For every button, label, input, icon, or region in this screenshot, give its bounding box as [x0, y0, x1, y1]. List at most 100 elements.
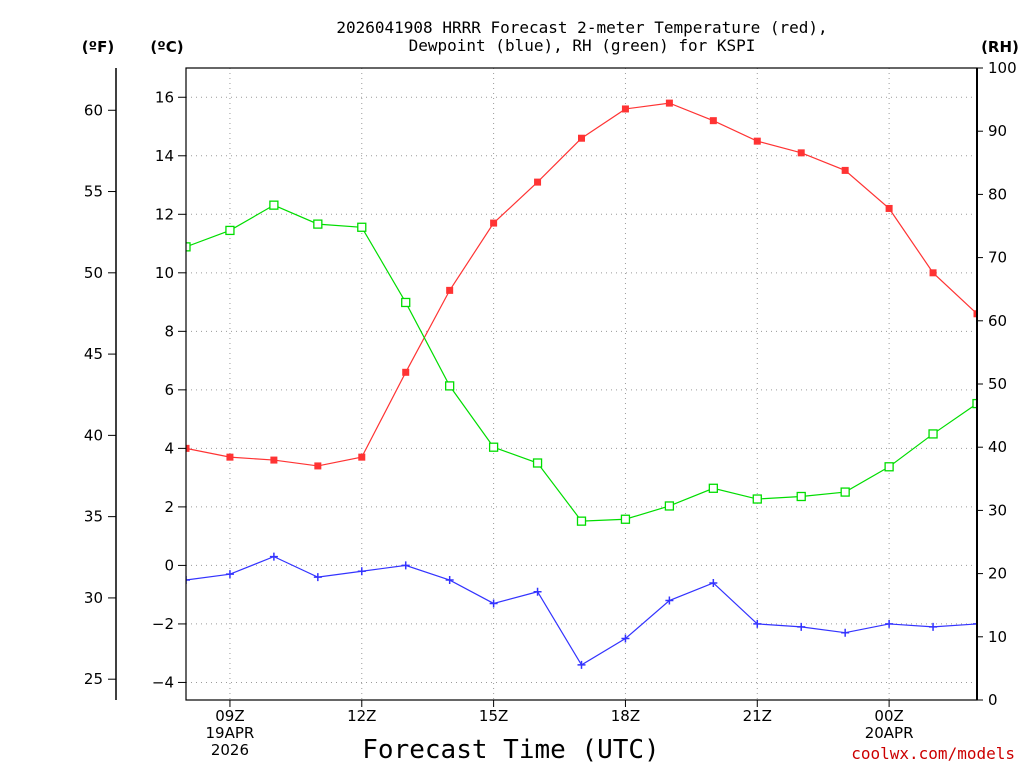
dewpoint-point [973, 619, 977, 628]
rh-point [708, 483, 718, 493]
temperature-point [186, 444, 190, 452]
dewpoint-point [313, 573, 322, 582]
temperature-point [885, 204, 893, 212]
temperature-point [753, 137, 761, 145]
celsius-tick-label: −4 [152, 673, 174, 691]
temperature-point [578, 134, 585, 142]
temperature-point [270, 456, 278, 464]
rh-point [269, 200, 279, 210]
rh-tick-label: 100 [988, 59, 1017, 77]
fahrenheit-axis-header: (ºF) [82, 38, 114, 56]
rh-tick-label: 10 [988, 628, 1007, 646]
fahrenheit-tick-label: 50 [84, 264, 103, 282]
rh-tick-label: 50 [988, 375, 1007, 393]
temperature-point [973, 310, 977, 318]
temperature-point [709, 117, 717, 125]
x-axis-label: Forecast Time (UTC) [362, 735, 659, 765]
rh-point [313, 219, 323, 229]
fahrenheit-tick-label: 30 [84, 589, 103, 607]
rh-tick-label: 60 [988, 312, 1007, 330]
celsius-tick-label: 8 [164, 322, 174, 340]
time-tick-label: 12Z [347, 707, 376, 725]
rh-point [796, 491, 806, 502]
rh-point [840, 487, 850, 497]
temperature-point [929, 269, 937, 277]
temperature-point [534, 178, 542, 186]
rh-point [752, 494, 762, 504]
dewpoint-point [753, 619, 762, 628]
plot-series [186, 99, 977, 669]
rh-tick-label: 80 [988, 185, 1007, 203]
celsius-axis-header: (ºC) [150, 38, 183, 56]
rh-point [884, 462, 894, 472]
fahrenheit-tick-label: 35 [84, 508, 103, 526]
series-area [186, 99, 977, 669]
rh-tick-label: 20 [988, 565, 1007, 583]
rh-point [186, 242, 191, 252]
rh-point [620, 514, 631, 524]
chart-title-line-1: 2026041908 HRRR Forecast 2-meter Tempera… [336, 18, 827, 37]
dewpoint-point [665, 596, 674, 605]
time-tick-label: 19APR [206, 724, 255, 742]
dewpoint-point [186, 576, 190, 585]
time-tick-label: 09Z [215, 707, 244, 725]
temperature-point [402, 368, 410, 376]
dewpoint-series [186, 552, 977, 669]
temperature-point [490, 219, 498, 227]
rh-point [664, 501, 675, 511]
dewpoint-point [533, 587, 542, 596]
time-tick-label: 15Z [479, 707, 508, 725]
dewpoint-line [186, 555, 977, 666]
rh-point [928, 429, 938, 439]
relative-humidity-series [186, 200, 977, 526]
rh-tick-label: 90 [988, 122, 1007, 140]
celsius-tick-label: 2 [164, 498, 174, 516]
fahrenheit-tick-label: 60 [84, 101, 103, 119]
dewpoint-point [797, 622, 806, 631]
temperature-point [314, 462, 322, 470]
time-tick-label: 2026 [211, 741, 249, 759]
rh-point [576, 516, 587, 526]
dewpoint-point [401, 561, 410, 570]
credit-text: coolwx.com/models [851, 744, 1015, 763]
celsius-tick-label: 0 [164, 556, 174, 574]
rh-tick-label: 40 [988, 438, 1007, 456]
dewpoint-point [489, 599, 498, 608]
time-tick-label: 18Z [611, 707, 640, 725]
time-tick-label: 00Z [874, 707, 903, 725]
fahrenheit-tick-label: 55 [84, 183, 103, 201]
celsius-axis: 16 14 12 10 8 6 4 2 0 −2 −4 [152, 88, 186, 691]
dewpoint-point [885, 619, 894, 628]
temperature-series [186, 99, 977, 470]
relative-humidity-line [186, 204, 977, 522]
rh-point [488, 442, 499, 452]
dewpoint-point [225, 570, 234, 579]
celsius-tick-label: 6 [164, 381, 174, 399]
temperature-point [446, 286, 454, 294]
rh-point [401, 297, 411, 308]
dewpoint-point [269, 552, 278, 561]
temperature-line [186, 102, 977, 467]
rh-tick-label: 0 [988, 691, 998, 709]
temperature-point [226, 453, 234, 461]
dewpoint-point [357, 567, 366, 576]
rh-point [357, 222, 367, 232]
rh-axis-header: (RH) [981, 38, 1019, 56]
temperature-point [665, 99, 673, 107]
temperature-point [358, 453, 366, 461]
grid-lines [186, 68, 977, 700]
fahrenheit-tick-label: 45 [84, 345, 103, 363]
dewpoint-point [929, 622, 938, 631]
temperature-point [797, 149, 805, 157]
plot-frame [185, 67, 978, 701]
celsius-tick-label: 14 [155, 147, 174, 165]
rh-point [532, 458, 543, 468]
celsius-tick-label: −2 [152, 615, 174, 633]
celsius-tick-label: 10 [155, 264, 174, 282]
rh-tick-label: 30 [988, 501, 1007, 519]
dewpoint-point [709, 578, 718, 587]
rh-point [445, 381, 455, 391]
